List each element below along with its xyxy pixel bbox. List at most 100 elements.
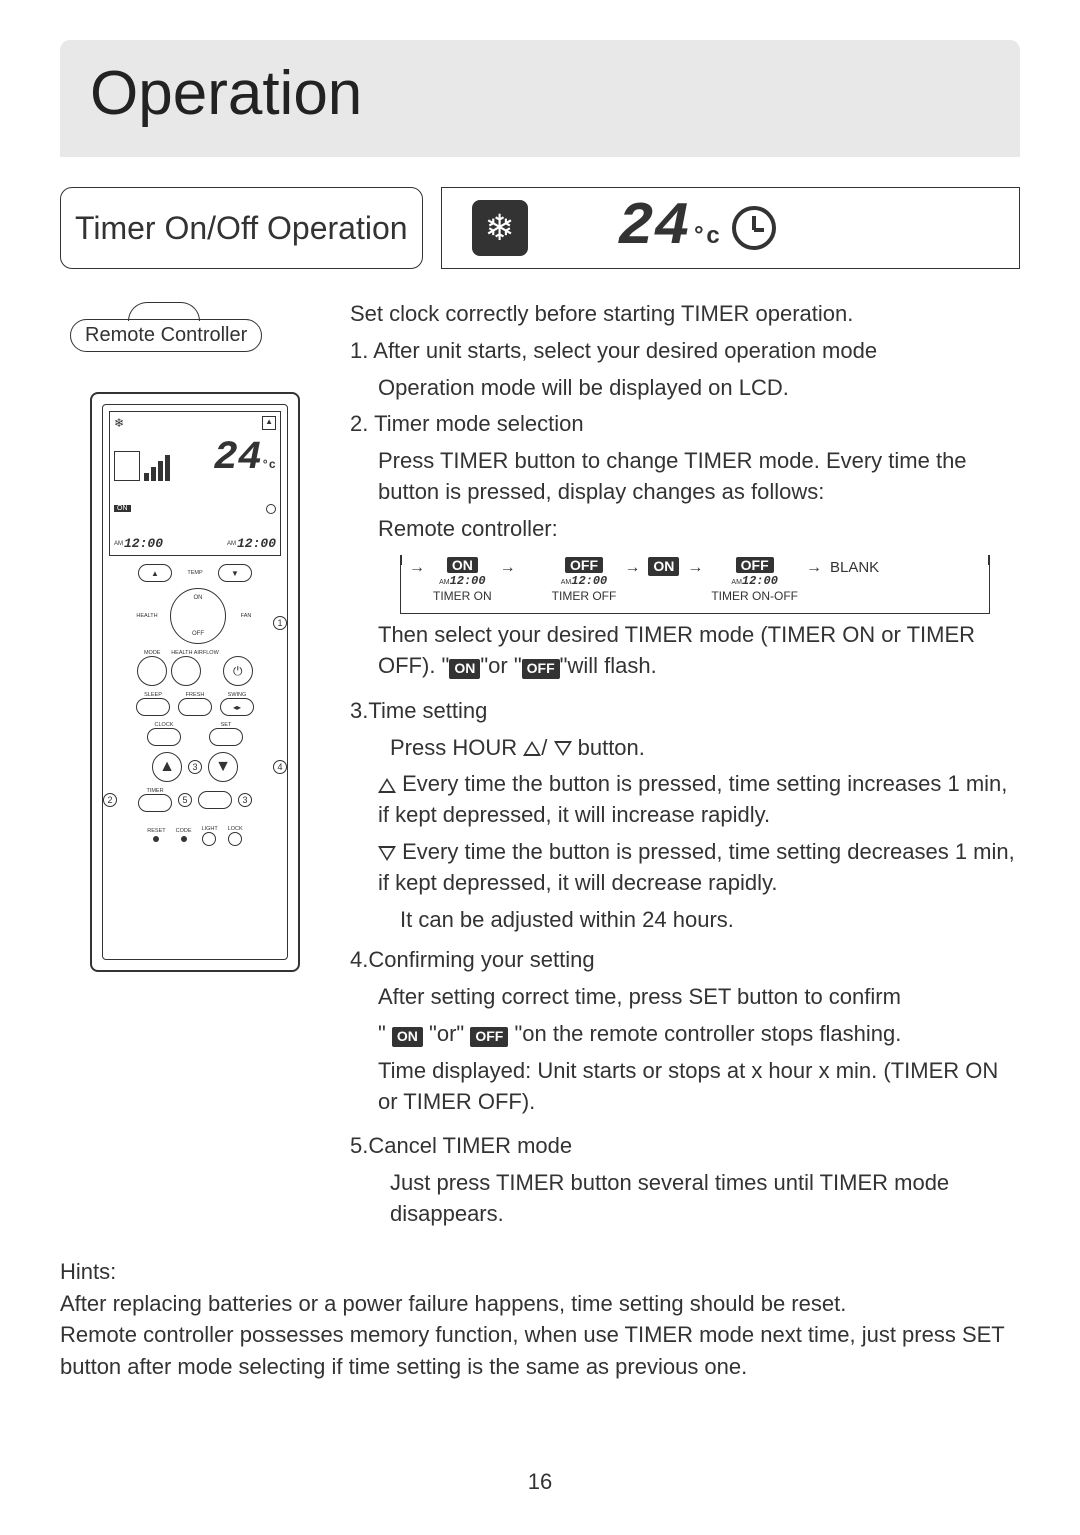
flow-time: 12:00 [450,574,486,588]
callout-3b: 3 [238,793,252,807]
temp-down-button[interactable]: ▼ [218,564,252,582]
off-label: OFF [192,631,204,637]
sleep-button[interactable] [136,698,170,716]
lock-button[interactable] [228,832,242,846]
text-fragment: Every time the button is pressed, time s… [378,839,1015,895]
arrow-icon: → [624,557,640,579]
step-2-sub-c: Then select your desired TIMER mode (TIM… [378,620,1020,682]
step-3-sub-a: Press HOUR / button. [390,733,1020,764]
swing-button[interactable]: ◂▸ [220,698,254,716]
arrow-icon: → [687,557,703,579]
health-label: HEALTH [134,613,160,619]
hour-up-button[interactable]: ▲ [152,752,182,782]
step-3-sub-d: It can be adjusted within 24 hours. [400,905,1020,936]
step-2-sub-a: Press TIMER button to change TIMER mode.… [378,446,1020,508]
text-fragment: "on the remote controller stops flashing… [508,1021,901,1046]
fan-label: FAN [236,613,256,619]
aux-button[interactable] [198,791,232,809]
step-text: After unit starts, select your desired o… [373,338,877,363]
intro-text: Set clock correctly before starting TIME… [350,299,1020,330]
step-number: 5. [350,1133,368,1158]
text-fragment: Press HOUR [390,735,523,760]
remote-illustration: ❄ ▲ 2 4 °c ON [90,392,300,972]
remote-lcd: ❄ ▲ 24°c ON [109,411,281,556]
on-badge: ON [392,1027,423,1047]
text-fragment: "or " [480,653,521,678]
hints-text-1: After replacing batteries or a power fai… [60,1288,1020,1320]
temp-up-button[interactable]: ▲ [138,564,172,582]
reset-button[interactable] [153,836,159,842]
hints-text-2: Remote controller possesses memory funct… [60,1319,1020,1383]
swing-label: SWING [220,692,254,698]
off-badge: OFF [470,1027,508,1047]
on-badge: ON [648,557,679,577]
light-button[interactable] [202,832,216,846]
ampm-label: AM [114,541,123,547]
set-button[interactable] [209,728,243,746]
lcd-temp-unit: °c [262,458,276,472]
section-header-row: Timer On/Off Operation ❄ 24 °c [60,187,1020,269]
triangle-up-icon [523,741,541,756]
health-airflow-button[interactable] [171,656,201,686]
callout-2: 2 [103,793,117,807]
step-4-sub-c: Time displayed: Unit starts or stops at … [378,1056,1020,1118]
timer-flow-diagram: → ON AM12:00 TIMER ON → OFF AM12:00 TIME… [400,555,990,615]
clock-button[interactable] [147,728,181,746]
triangle-down-icon [554,741,572,756]
flow-time: 12:00 [571,574,607,588]
page: Operation Timer On/Off Operation ❄ 24 °c… [0,0,1080,1535]
code-label: CODE [176,828,192,834]
step-3-sub-c: Every time the button is pressed, time s… [378,837,1020,899]
flow-caption: TIMER ON [433,589,492,603]
step-2-sub-b: Remote controller: [378,514,1020,545]
temp-label: TEMP [182,570,208,576]
triangle-up-icon [378,778,396,793]
flow-caption: TIMER ON-OFF [711,589,798,603]
step-title: Cancel TIMER mode [368,1133,572,1158]
temp-display: 24 °c [618,194,721,262]
step-number: 2. [350,411,368,436]
center-dial[interactable]: ON OFF [170,588,226,644]
left-column: Remote Controller ❄ ▲ 24°c [60,299,330,1236]
on-badge: ON [114,505,131,512]
set-label: SET [209,722,243,728]
step-4-sub-a: After setting correct time, press SET bu… [378,982,1020,1013]
remote-inner: ❄ ▲ 2 4 °c ON [102,404,288,960]
timer-label: TIMER [138,788,172,794]
step-2: 2. Timer mode selection [350,409,1020,440]
arrow-icon: → [409,557,425,579]
snowflake-icon: ❄ [114,416,124,430]
arrow-icon: → [806,557,822,579]
section-title: Timer On/Off Operation [60,187,423,269]
clock-icon [266,504,276,514]
power-button[interactable]: ⏻ [223,656,253,686]
temp-unit: °c [692,224,721,251]
step-4-sub-b: " ON "or" OFF "on the remote controller … [378,1019,1020,1050]
step-3: 3.Time setting [350,696,1020,727]
flow-time: 12:00 [742,574,778,588]
mode-button[interactable] [137,656,167,686]
ampm-label: AM [439,579,450,586]
callout-4: 4 [273,760,287,774]
code-button[interactable] [181,836,187,842]
timer-button[interactable] [138,794,172,812]
step-4: 4.Confirming your setting [350,945,1020,976]
temp-value: 24 [618,194,690,262]
lcd-time-left: 12:00 [124,536,163,551]
arrow-icon: → [500,557,516,579]
text-fragment: "will flash. [560,653,657,678]
text-fragment: button. [572,735,645,760]
text-fragment: "or" [423,1021,470,1046]
text-fragment: / [541,735,547,760]
ampm-label: AM [561,579,572,586]
off-badge: OFF [565,557,603,574]
callout-5: 5 [178,793,192,807]
triangle-down-icon [378,846,396,861]
step-number: 4. [350,947,368,972]
fresh-button[interactable] [178,698,212,716]
on-badge: ON [449,659,480,679]
eject-icon: ▲ [262,416,276,430]
reset-label: RESET [147,828,165,834]
header-display: ❄ 24 °c [441,187,1020,269]
hour-down-button[interactable]: ▼ [208,752,238,782]
